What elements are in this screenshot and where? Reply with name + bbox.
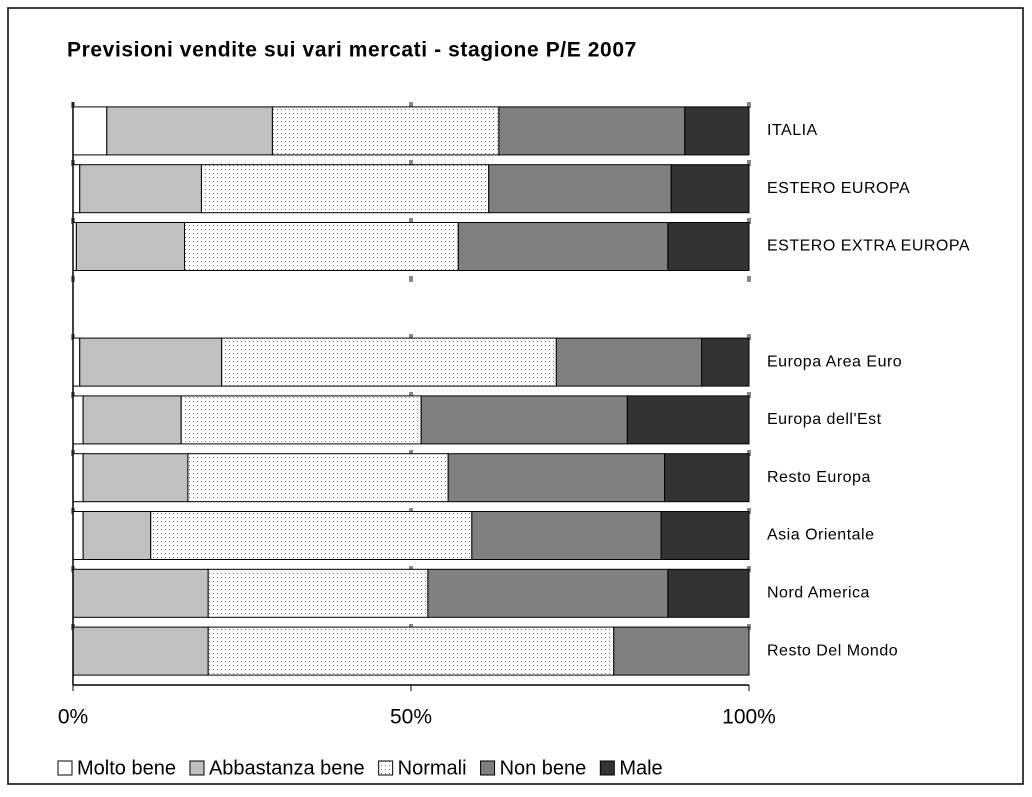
bar-segment [72,337,81,387]
bar-segment [684,106,750,156]
bar-segment [471,511,662,560]
bar-segment [180,395,422,445]
bar-segment [200,164,490,214]
bar-segment [660,511,750,560]
legend-swatch [599,760,615,776]
bar-segment [79,337,223,387]
category-label: Europa dell'Est [767,411,882,428]
x-tick-label: 50% [390,706,432,729]
bar-segment [79,164,202,214]
category-label: ESTERO EXTRA EUROPA [767,238,970,255]
category-label: Resto Del Mondo [767,642,898,659]
bar-segment [420,395,628,445]
bar-segment [221,337,557,387]
legend-label: Abbastanza bene [209,757,365,779]
legend-swatch [378,760,394,776]
bar-segment [498,106,686,156]
bar-segment [184,222,459,271]
bar-segment [150,511,473,560]
bar-segment [72,511,84,560]
bar-segment [447,453,665,503]
bar-segment [72,568,209,618]
category-label: Resto Europa [767,469,871,486]
bar-segment [271,106,500,156]
legend-label: Male [619,757,662,779]
bar-segment [72,626,209,676]
bar-segment [488,164,672,214]
bar-segment [626,395,750,445]
chart-title: Previsioni vendite sui vari mercati - st… [67,39,637,62]
x-tick-label: 0% [58,706,88,729]
bar-segment [75,222,186,271]
category-label: Europa Area Euro [767,353,902,370]
bar-segment [613,626,750,676]
bar-segment [106,106,273,156]
legend-label: Molto bene [77,757,176,779]
category-label: ITALIA [767,122,818,139]
bar-segment [667,222,750,271]
legend-swatch [57,760,73,776]
bar-segment [664,453,750,503]
bar-segment [72,453,84,503]
bar-segment [72,106,108,156]
bar-segment [555,337,703,387]
bar-segment [667,568,750,618]
bar-segment [82,395,182,445]
category-label: Nord America [767,585,870,602]
category-label: Asia Orientale [767,527,875,544]
bar-segment [72,164,81,214]
bar-segment [82,511,152,560]
bar-segment [82,453,189,503]
legend-label: Normali [398,757,467,779]
bar-segment [701,337,750,387]
bar-segment [207,626,615,676]
legend-swatch [480,760,496,776]
legend-label: Non bene [500,757,587,779]
bar-segment [670,164,750,214]
bar-segment [207,568,429,618]
bar-segment [72,395,84,445]
category-label: ESTERO EUROPA [767,180,910,197]
legend-swatch [189,760,205,776]
bar-segment [427,568,669,618]
bar-segment [187,453,449,503]
x-tick-label: 100% [722,706,776,729]
bar-segment [457,222,669,271]
